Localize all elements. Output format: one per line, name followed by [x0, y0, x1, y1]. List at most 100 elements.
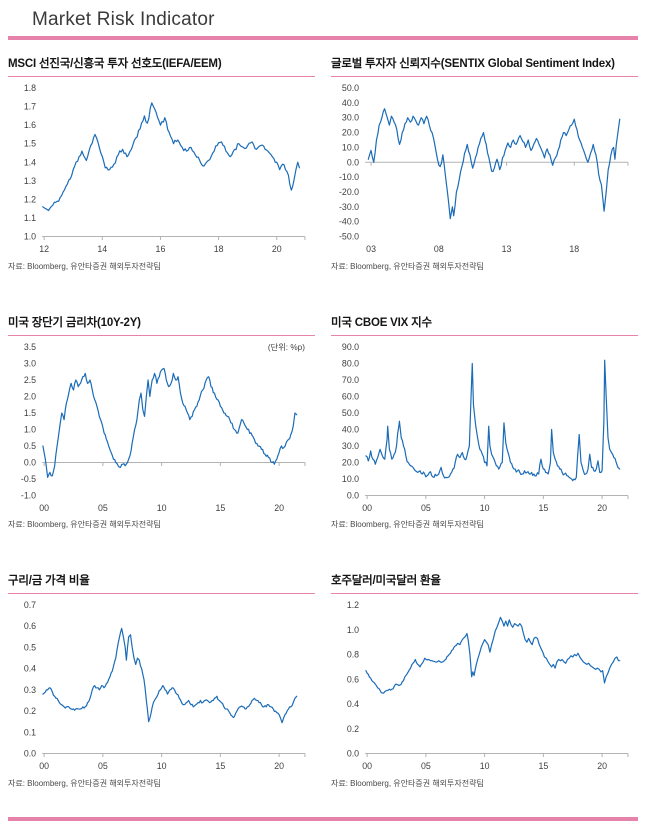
- svg-text:-10.0: -10.0: [339, 172, 359, 182]
- source-note: 자료: Bloomberg, 유안타증권 해외투자전략팀: [331, 261, 484, 271]
- svg-text:1.3: 1.3: [24, 176, 36, 186]
- source-note: 자료: Bloomberg, 유안타증권 해외투자전략팀: [8, 520, 161, 530]
- svg-text:0.2: 0.2: [24, 706, 36, 716]
- svg-text:0.0: 0.0: [347, 157, 359, 167]
- svg-text:0.2: 0.2: [347, 724, 359, 734]
- svg-text:20: 20: [274, 503, 284, 513]
- source-note: 자료: Bloomberg, 유안타증권 해외투자전략팀: [331, 778, 484, 788]
- svg-text:1.2: 1.2: [24, 194, 36, 204]
- svg-text:10: 10: [480, 761, 490, 771]
- svg-text:0.6: 0.6: [347, 674, 359, 684]
- svg-text:08: 08: [434, 244, 444, 254]
- svg-text:1.0: 1.0: [24, 424, 36, 434]
- svg-text:14: 14: [97, 244, 107, 254]
- svg-text:0.7: 0.7: [24, 600, 36, 610]
- svg-text:0.8: 0.8: [347, 650, 359, 660]
- svg-text:20.0: 20.0: [342, 457, 359, 467]
- svg-text:05: 05: [421, 503, 431, 513]
- svg-text:1.5: 1.5: [24, 408, 36, 418]
- svg-text:3.5: 3.5: [24, 342, 36, 352]
- svg-text:05: 05: [98, 503, 108, 513]
- page-title: Market Risk Indicator: [32, 9, 215, 30]
- svg-text:0.4: 0.4: [24, 664, 36, 674]
- chart-svg: 0.0 10.0 20.0 30.0 40.0 50.0 60.0 70.0 80.0 90.0 0…: [342, 342, 629, 513]
- svg-text:13: 13: [502, 244, 512, 254]
- svg-text:16: 16: [156, 244, 166, 254]
- chart-title: 미국 CBOE VIX 지수: [331, 316, 638, 336]
- svg-text:10: 10: [480, 503, 490, 513]
- svg-text:40.0: 40.0: [342, 424, 359, 434]
- chart-panel-iefa-eem: MSCI 선진국/신흥국 투자 선호도(IEFA/EEM) 1.0 1.1 1.2 1…: [8, 57, 315, 272]
- svg-text:15: 15: [215, 761, 225, 771]
- svg-text:15: 15: [215, 503, 225, 513]
- svg-text:0.4: 0.4: [347, 699, 359, 709]
- svg-text:18: 18: [214, 244, 224, 254]
- svg-text:15: 15: [538, 761, 548, 771]
- svg-text:0.6: 0.6: [24, 621, 36, 631]
- chart-svg: 0.0 0.2 0.4 0.6 0.8 1.0 1.2 00 05 10 15 20: [347, 600, 629, 771]
- chart-grid: MSCI 선진국/신흥국 투자 선호도(IEFA/EEM) 1.0 1.1 1.2 1…: [8, 57, 638, 803]
- svg-text:60.0: 60.0: [342, 391, 359, 401]
- svg-text:-20.0: -20.0: [339, 187, 359, 197]
- line-chart: -1.0 -0.5 0.0 0.5 1.0 1.5 2.0 2.5 3.0 3.5 00 05 10 15…: [8, 339, 315, 520]
- line-chart: -50.0 -40.0 -30.0 -20.0 -10.0 0.0 10.0 20.0 30.0…: [331, 80, 638, 261]
- svg-text:10.0: 10.0: [342, 474, 359, 484]
- svg-text:30.0: 30.0: [342, 113, 359, 123]
- svg-text:2.0: 2.0: [24, 391, 36, 401]
- chart-title: MSCI 선진국/신흥국 투자 선호도(IEFA/EEM): [8, 57, 315, 77]
- chart-title: 구리/금 가격 비율: [8, 574, 315, 595]
- chart-panel-sentix: 글로벌 투자자 신뢰지수(SENTIX Global Sentiment Ind…: [331, 57, 638, 272]
- data-series-line: [365, 616, 621, 694]
- source-note: 자료: Bloomberg, 유안타증권 해외투자전략팀: [8, 778, 161, 788]
- svg-text:10.0: 10.0: [342, 142, 359, 152]
- svg-text:1.4: 1.4: [24, 157, 36, 167]
- svg-text:-40.0: -40.0: [339, 217, 359, 227]
- svg-text:05: 05: [421, 761, 431, 771]
- chart-title: 글로벌 투자자 신뢰지수(SENTIX Global Sentiment Ind…: [331, 57, 638, 77]
- svg-text:18: 18: [569, 244, 579, 254]
- data-series-line: [42, 627, 298, 724]
- svg-text:0.3: 0.3: [24, 685, 36, 695]
- svg-text:1.0: 1.0: [347, 625, 359, 635]
- chart-panel-aud-usd: 호주달러/미국달러 환율 0.0 0.2 0.4 0.6 0.8 1.0 1.2 00 05 10…: [331, 574, 638, 789]
- svg-text:50.0: 50.0: [342, 408, 359, 418]
- svg-text:20: 20: [597, 503, 607, 513]
- chart-title: 미국 장단기 금리차(10Y-2Y): [8, 316, 315, 336]
- data-series-line: [367, 108, 621, 220]
- chart-svg: -1.0 -0.5 0.0 0.5 1.0 1.5 2.0 2.5 3.0 3.5 00 05 10 15…: [21, 342, 306, 513]
- svg-text:-1.0: -1.0: [21, 490, 36, 500]
- header-rule: [8, 36, 638, 40]
- svg-text:0.0: 0.0: [347, 490, 359, 500]
- svg-text:00: 00: [362, 761, 372, 771]
- svg-text:70.0: 70.0: [342, 375, 359, 385]
- svg-text:-50.0: -50.0: [339, 232, 359, 242]
- svg-text:05: 05: [98, 761, 108, 771]
- svg-text:3.0: 3.0: [24, 358, 36, 368]
- svg-text:1.1: 1.1: [24, 213, 36, 223]
- chart-svg: 1.0 1.1 1.2 1.3 1.4 1.5 1.6 1.7 1.8 12 14 16 18 20: [24, 83, 306, 254]
- svg-text:1.8: 1.8: [24, 83, 36, 93]
- line-chart: 1.0 1.1 1.2 1.3 1.4 1.5 1.6 1.7 1.8 12 14 16 18 20: [8, 80, 315, 261]
- footer-rule: [8, 816, 638, 821]
- line-chart: 0.0 0.1 0.2 0.3 0.4 0.5 0.6 0.7 00 05 10 15 20: [8, 597, 315, 778]
- svg-text:1.2: 1.2: [347, 600, 359, 610]
- source-note: 자료: Bloomberg, 유안타증권 해외투자전략팀: [331, 520, 484, 530]
- line-chart: 0.0 10.0 20.0 30.0 40.0 50.0 60.0 70.0 80.0 90.0 0…: [331, 339, 638, 520]
- svg-text:00: 00: [39, 503, 49, 513]
- svg-text:10: 10: [157, 761, 167, 771]
- data-series-line: [42, 102, 301, 212]
- chart-panel-yield-spread: 미국 장단기 금리차(10Y-2Y) -1.0 -0.5 0.0 0.5 1.0 1.5 2…: [8, 316, 315, 531]
- chart-svg: 0.0 0.1 0.2 0.3 0.4 0.5 0.6 0.7 00 05 10 15 20: [24, 600, 306, 771]
- data-series-line: [365, 359, 621, 481]
- svg-text:03: 03: [366, 244, 376, 254]
- svg-text:15: 15: [538, 503, 548, 513]
- svg-text:30.0: 30.0: [342, 441, 359, 451]
- svg-text:-30.0: -30.0: [339, 202, 359, 212]
- svg-text:50.0: 50.0: [342, 83, 359, 93]
- svg-text:00: 00: [362, 503, 372, 513]
- svg-text:80.0: 80.0: [342, 358, 359, 368]
- chart-panel-vix: 미국 CBOE VIX 지수 0.0 10.0 20.0 30.0 40.0 50.0 60…: [331, 316, 638, 531]
- data-series-line: [42, 367, 298, 478]
- svg-text:0.0: 0.0: [24, 457, 36, 467]
